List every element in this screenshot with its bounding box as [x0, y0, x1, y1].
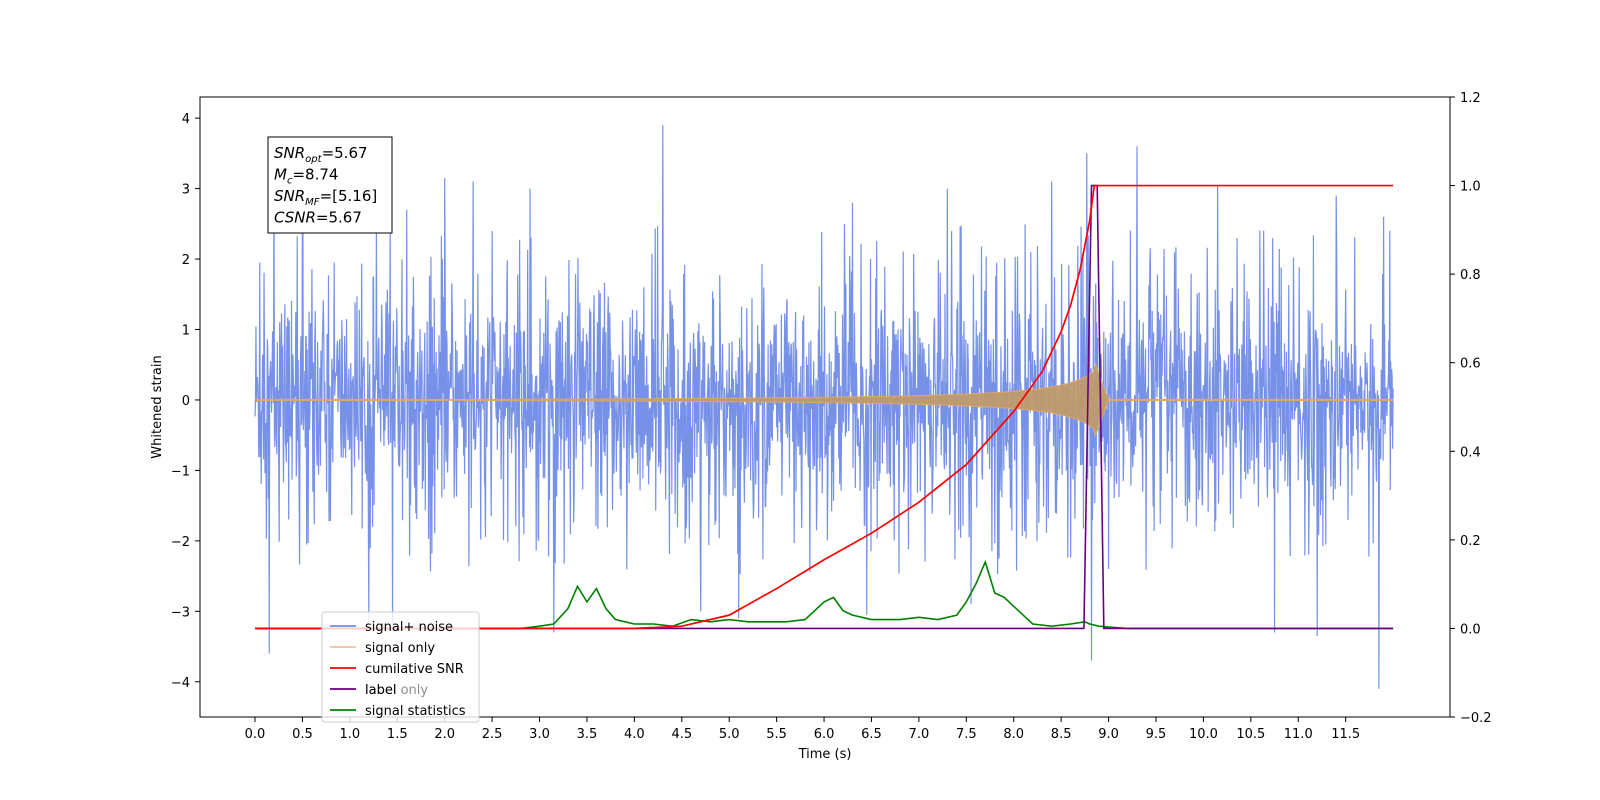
x-tick-label: 5.0 — [719, 727, 740, 742]
x-tick-label: 9.0 — [1098, 727, 1119, 742]
x-tick-label: 0.5 — [292, 727, 313, 742]
y-tick-label: 1 — [182, 324, 190, 339]
x-axis-label: Time (s) — [798, 747, 852, 762]
x-tick-label: 11.5 — [1331, 727, 1360, 742]
series-signal-only — [254, 362, 1394, 438]
legend-label: signal only — [365, 641, 435, 656]
legend-label: label — [365, 683, 396, 698]
annotation-subscript: MF — [305, 197, 320, 208]
x-tick-label: 7.0 — [909, 727, 930, 742]
x-tick-label: 8.5 — [1051, 727, 1072, 742]
x-tick-label: 7.5 — [956, 727, 977, 742]
x-tick-label: 6.5 — [861, 727, 882, 742]
series-layer — [254, 125, 1394, 689]
legend-label: signal+ noise — [365, 620, 453, 635]
annotation-line: SNRMF=[5.16] — [274, 187, 377, 208]
x-tick-label: 10.0 — [1189, 727, 1218, 742]
y2-tick-label: 1.0 — [1460, 180, 1481, 195]
annotation-subscript: opt — [305, 154, 322, 165]
annotation-subscript: c — [287, 176, 293, 187]
plot-area — [254, 125, 1394, 689]
legend-ghost-label: label only — [365, 683, 428, 698]
legend-label: signal statistics — [365, 704, 466, 719]
y2-tick-label: 1.2 — [1460, 91, 1481, 106]
annotation-line: CSNR=5.67 — [274, 209, 362, 227]
legend-label: cumilative SNR — [365, 662, 464, 677]
y-tick-label: −2 — [171, 535, 190, 550]
annotation-symbol: M — [274, 166, 287, 184]
y-axis-right: −0.2 0.0 0.2 0.4 0.6 0.8 1.0 1.2 — [1450, 91, 1492, 726]
y-axis-label: Whitened strain — [150, 355, 165, 458]
annotation-value: =5.67 — [322, 144, 368, 162]
x-tick-label: 2.0 — [434, 727, 455, 742]
y-tick-label: 3 — [182, 183, 190, 198]
legend-frame — [321, 611, 480, 723]
y-axis-left: −4 −3 −2 −1 0 1 2 3 4 — [171, 112, 200, 691]
x-tick-label: 1.0 — [340, 727, 361, 742]
x-tick-label: 3.5 — [577, 727, 598, 742]
x-tick-label: 11.0 — [1284, 727, 1313, 742]
x-tick-label: 10.5 — [1236, 727, 1265, 742]
annotation-frame — [267, 136, 393, 234]
y-tick-label: −1 — [171, 464, 190, 479]
x-tick-label: 5.5 — [766, 727, 787, 742]
annotation-value: =[5.16] — [320, 187, 378, 205]
y2-tick-label: −0.2 — [1460, 711, 1492, 726]
x-axis: 0.0 0.5 1.0 1.5 2.0 2.5 3.0 3.5 4.0 4.5 5.0 5.5 6.0 6… — [245, 717, 1360, 742]
annotation-symbol: SNR — [274, 144, 305, 162]
x-tick-label: 6.0 — [814, 727, 835, 742]
y2-tick-label: 0.0 — [1460, 622, 1481, 637]
x-tick-label: 9.5 — [1146, 727, 1167, 742]
x-tick-label: 2.5 — [482, 727, 503, 742]
series-cumulative-snr — [255, 184, 1394, 630]
y-tick-label: −4 — [171, 676, 190, 691]
y2-tick-label: 0.2 — [1460, 534, 1481, 549]
x-tick-label: 4.0 — [624, 727, 645, 742]
x-tick-label: 1.5 — [387, 727, 408, 742]
x-tick-label: 3.0 — [529, 727, 550, 742]
y-tick-label: −3 — [171, 605, 190, 620]
annotation-symbol: SNR — [274, 187, 305, 205]
y-tick-label: 0 — [182, 394, 190, 409]
y-tick-label: 2 — [182, 253, 190, 268]
annotation-line: SNRopt=5.67 — [274, 144, 368, 165]
annotation-symbol: CSNR — [274, 209, 316, 227]
y2-tick-label: 0.6 — [1460, 357, 1481, 372]
y2-tick-label: 0.4 — [1460, 445, 1481, 460]
annotation-value: =8.74 — [292, 166, 338, 184]
x-tick-label: 0.0 — [245, 727, 266, 742]
x-tick-label: 4.5 — [671, 727, 692, 742]
annotation-value: =5.67 — [316, 209, 362, 227]
annotation-line: Mc=8.74 — [274, 166, 338, 187]
y-tick-label: 4 — [182, 112, 190, 127]
series-signal-statistics — [255, 559, 1394, 630]
x-tick-label: 8.0 — [1003, 727, 1024, 742]
y2-tick-label: 0.8 — [1460, 268, 1481, 283]
legend: signal+ noise signal only cumilative SNR la… — [321, 611, 480, 723]
axes-frame — [199, 96, 1451, 718]
series-signal-noise — [254, 125, 1394, 689]
